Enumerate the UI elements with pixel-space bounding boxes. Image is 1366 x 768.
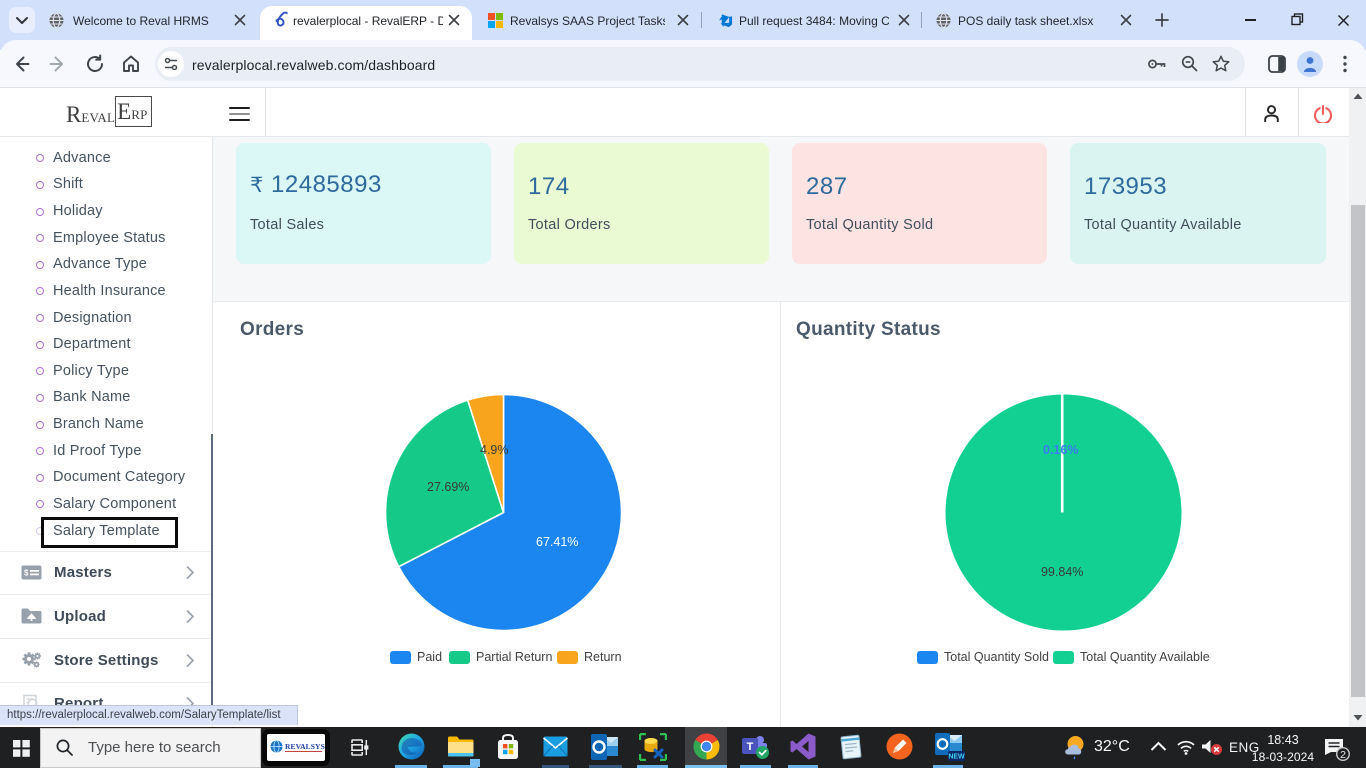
svg-text:$: $ [24, 569, 29, 578]
svg-text:NEW: NEW [948, 754, 965, 761]
svg-text:2: 2 [1340, 749, 1346, 761]
svg-text:T: T [747, 741, 754, 753]
